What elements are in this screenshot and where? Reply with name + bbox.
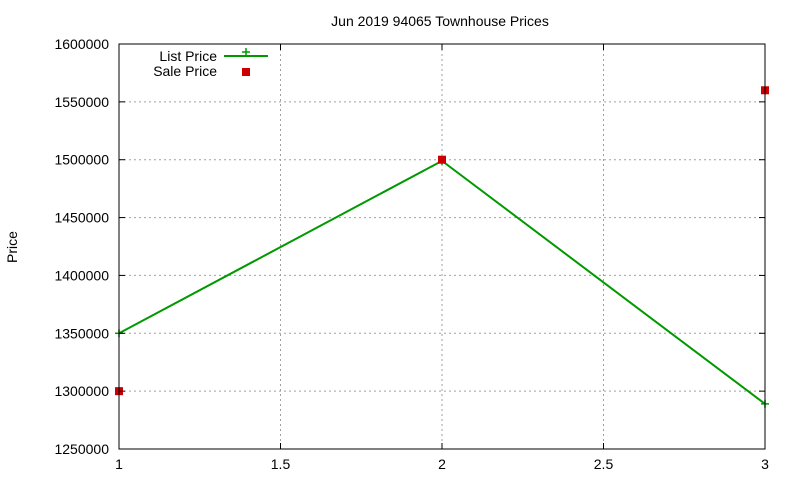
y-tick-label: 1450000 [54, 210, 109, 226]
sale-price-point [438, 155, 446, 164]
legend-label-sale-price: Sale Price [153, 63, 217, 79]
x-tick-label: 3 [761, 456, 769, 472]
x-tick-label: 2 [438, 456, 446, 472]
y-tick-label: 1600000 [54, 36, 109, 52]
y-axis-label: Price [4, 231, 20, 263]
y-tick-label: 1400000 [54, 267, 109, 283]
y-tick-label: 1350000 [54, 325, 109, 341]
x-tick-label: 1 [115, 456, 123, 472]
y-tick-label: 1550000 [54, 94, 109, 110]
y-tick-label: 1500000 [54, 152, 109, 168]
legend-swatch-sale-price [242, 68, 250, 76]
axis-ticks: 1 1.5 2 2.5 3 1250000 1300000 1350000 1400000 145… [54, 36, 769, 472]
grid-lines [119, 44, 765, 449]
x-tick-label: 1.5 [271, 456, 291, 472]
y-tick-label: 1250000 [54, 441, 109, 457]
chart-title: Jun 2019 94065 Townhouse Prices [331, 13, 549, 29]
x-tick-label: 2.5 [594, 456, 614, 472]
legend-label-list-price: List Price [159, 48, 217, 64]
y-tick-label: 1300000 [54, 383, 109, 399]
list-price-line [118, 159, 766, 405]
